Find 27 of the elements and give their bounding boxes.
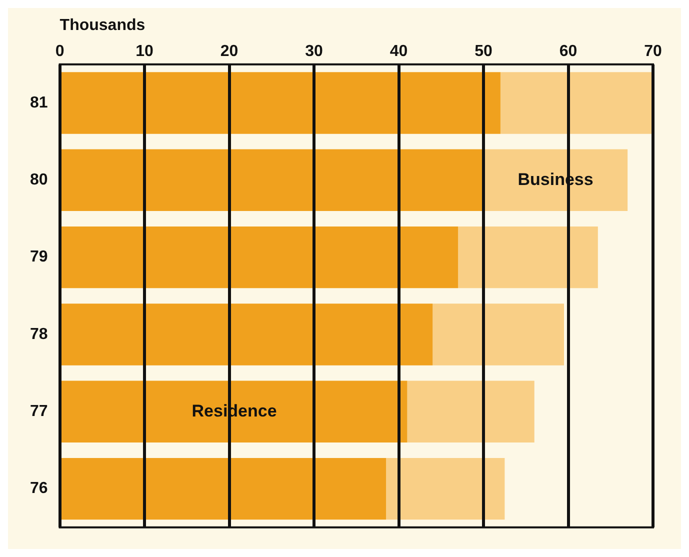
x-tick-label: 70 (644, 43, 662, 60)
x-tick-label: 60 (559, 43, 578, 60)
y-tick-label: 76 (30, 480, 48, 498)
x-tick-label: 20 (220, 43, 238, 60)
x-axis-title: Thousands (60, 17, 146, 34)
bar (458, 226, 598, 288)
y-tick-label: 78 (30, 326, 48, 343)
bar (61, 458, 386, 520)
bar (484, 149, 628, 212)
bar (432, 304, 564, 366)
y-tick-label: 81 (30, 94, 48, 112)
x-tick-label: 10 (136, 43, 154, 60)
bar (61, 149, 484, 212)
bar (61, 226, 458, 288)
y-tick-label: 77 (30, 403, 48, 420)
x-tick-label: 40 (390, 43, 408, 60)
y-tick-label: 80 (30, 172, 48, 189)
bar (61, 304, 433, 366)
bar (61, 72, 500, 134)
bar (500, 72, 653, 134)
bar (386, 458, 505, 520)
x-tick-label: 30 (305, 43, 324, 60)
x-tick-label: 50 (474, 43, 493, 60)
x-tick-label: 0 (55, 43, 64, 60)
y-tick-label: 79 (30, 248, 48, 266)
bar (407, 380, 534, 443)
bar (61, 380, 408, 443)
